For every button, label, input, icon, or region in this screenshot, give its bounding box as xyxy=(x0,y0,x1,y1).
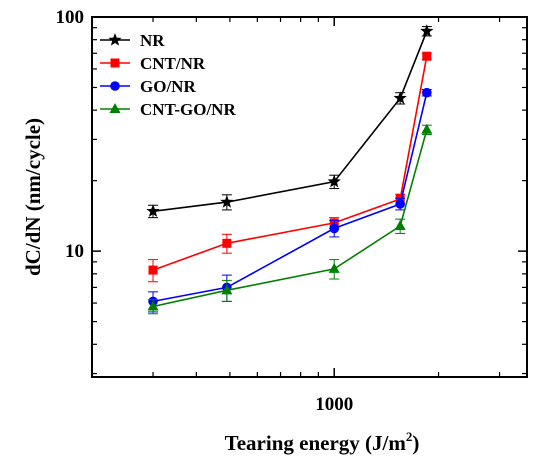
legend-item-nr: NR xyxy=(100,31,165,50)
legend-marker xyxy=(110,81,120,91)
plot-frame xyxy=(91,16,528,378)
legend-item-go-nr: GO/NR xyxy=(100,77,196,96)
legend-item-cnt-go-nr: CNT-GO/NR xyxy=(100,100,236,119)
data-point-nr xyxy=(220,195,234,208)
data-point-cnt-go-nr xyxy=(221,284,233,295)
series-cnt-go-nr xyxy=(147,123,433,315)
data-point-nr xyxy=(146,204,160,217)
data-point-cnt-go-nr xyxy=(394,220,406,231)
data-point-nr xyxy=(327,174,341,188)
data-point-cnt-go-nr xyxy=(328,262,340,273)
data-point-cnt-nr xyxy=(148,265,158,275)
series-line-go-nr xyxy=(152,92,428,303)
legend-label: GO/NR xyxy=(140,77,196,96)
x-tick-label: 1000 xyxy=(315,394,353,415)
y-tick-label: 100 xyxy=(56,7,85,28)
plot-area xyxy=(91,16,528,378)
legend-item-cnt-nr: CNT/NR xyxy=(100,54,206,73)
data-point-go-nr xyxy=(395,199,405,209)
series-layer xyxy=(146,24,434,315)
data-point-cnt-go-nr xyxy=(421,123,433,134)
data-point-nr xyxy=(393,91,407,104)
data-point-cnt-nr xyxy=(422,51,432,61)
legend-marker xyxy=(108,33,122,46)
data-point-cnt-go-nr xyxy=(147,300,159,311)
legend-marker xyxy=(110,58,120,68)
data-point-nr xyxy=(420,24,434,37)
legend-marker xyxy=(109,103,121,113)
series-line-cnt-go-nr xyxy=(152,129,428,308)
data-point-go-nr xyxy=(422,87,432,98)
axis-ticks: 1000 10 100 xyxy=(56,7,527,415)
y-tick-label: 10 xyxy=(65,241,84,262)
y-axis-title: dC/dN (nm/cycle) xyxy=(21,118,45,276)
series-nr xyxy=(146,24,434,219)
data-point-go-nr xyxy=(329,223,340,234)
legend-label: NR xyxy=(140,31,165,50)
data-point-cnt-nr xyxy=(222,238,232,248)
legend-label: CNT/NR xyxy=(140,54,206,73)
legend: NR CNT/NR GO/NR CNT-GO/NR xyxy=(100,31,236,119)
legend-label: CNT-GO/NR xyxy=(140,100,236,119)
x-axis-title: Tearing energy (J/m2) xyxy=(225,429,420,455)
